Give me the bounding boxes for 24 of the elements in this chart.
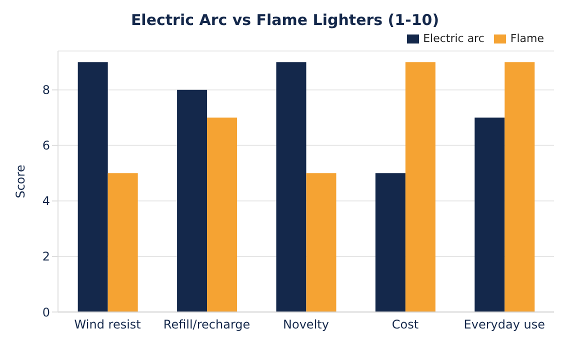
y-tick-label: 8 bbox=[42, 83, 50, 98]
x-tick-label: Novelty bbox=[283, 318, 329, 332]
bar bbox=[78, 62, 108, 312]
bar bbox=[375, 173, 406, 312]
x-tick-label: Everyday use bbox=[464, 318, 546, 332]
bar bbox=[177, 90, 208, 312]
bar bbox=[474, 118, 505, 312]
y-tick-label: 2 bbox=[42, 250, 50, 264]
y-tick-label: 6 bbox=[42, 138, 50, 153]
x-tick-label: Wind resist bbox=[74, 318, 142, 332]
bar bbox=[108, 173, 138, 312]
x-tick-label: Refill/recharge bbox=[163, 318, 250, 332]
bar bbox=[306, 173, 336, 312]
x-tick-label: Cost bbox=[392, 318, 419, 332]
bar bbox=[504, 62, 535, 312]
bar bbox=[276, 62, 306, 312]
y-tick-label: 0 bbox=[42, 305, 50, 320]
bar bbox=[207, 118, 238, 312]
legend-label: Flame bbox=[510, 32, 544, 45]
legend-label: Electric arc bbox=[423, 32, 484, 45]
y-axis-title: Score bbox=[13, 164, 28, 198]
chart-title: Electric Arc vs Flame Lighters (1-10) bbox=[130, 10, 440, 31]
bar bbox=[405, 62, 436, 312]
y-tick-label: 4 bbox=[42, 194, 50, 208]
